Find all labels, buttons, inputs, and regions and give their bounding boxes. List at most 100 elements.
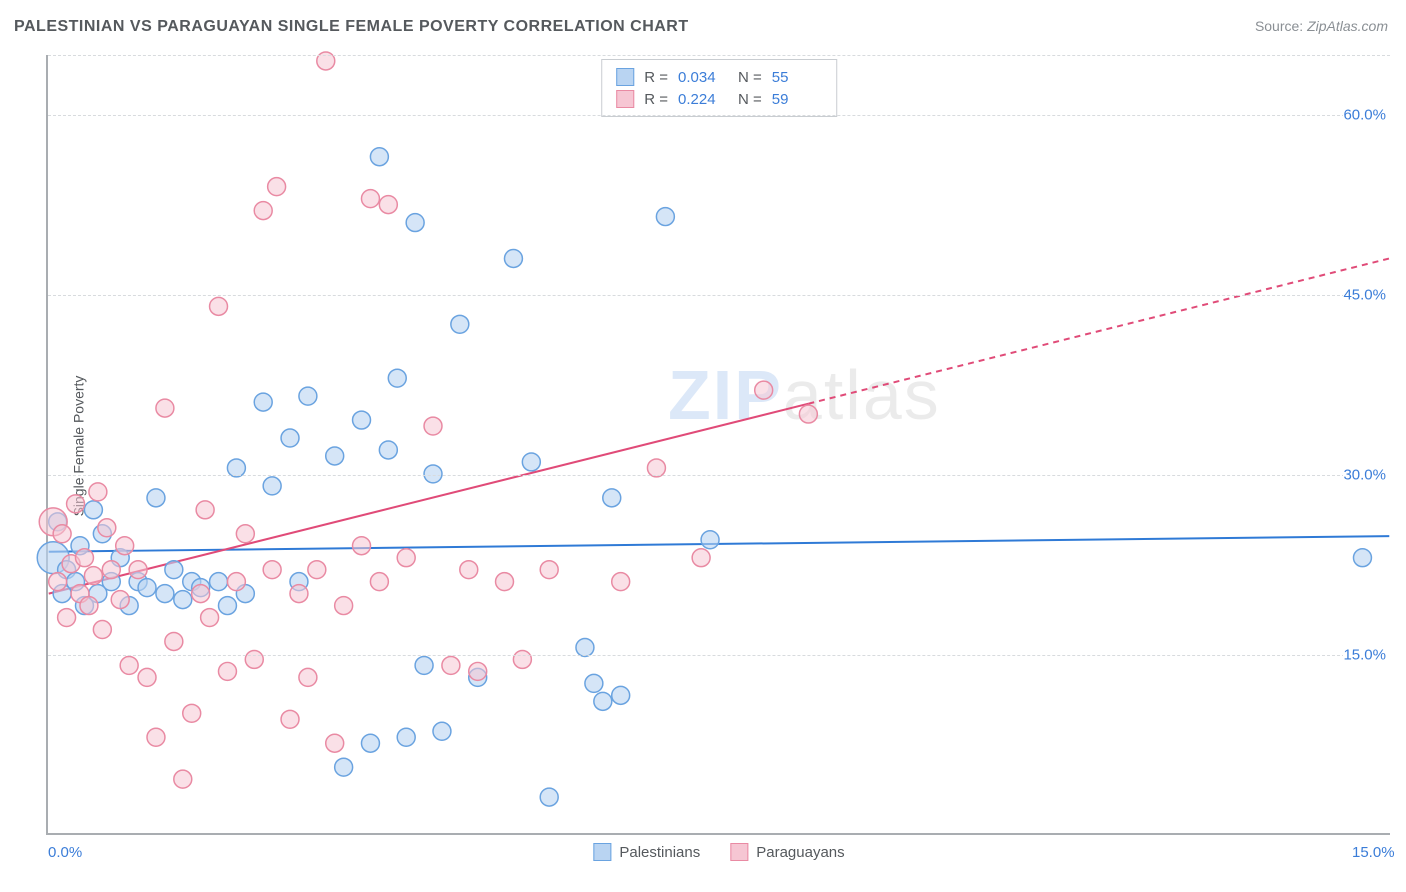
scatter-point-palestinians <box>210 573 228 591</box>
scatter-point-palestinians <box>406 214 424 232</box>
scatter-point-palestinians <box>218 597 236 615</box>
scatter-point-paraguayans <box>236 525 254 543</box>
scatter-point-paraguayans <box>116 537 134 555</box>
scatter-point-palestinians <box>1353 549 1371 567</box>
scatter-point-paraguayans <box>370 573 388 591</box>
gridline <box>48 295 1390 296</box>
scatter-point-paraguayans <box>75 549 93 567</box>
y-tick-label: 30.0% <box>1343 467 1392 484</box>
scatter-point-paraguayans <box>513 650 531 668</box>
scatter-point-palestinians <box>576 639 594 657</box>
scatter-point-paraguayans <box>210 297 228 315</box>
legend-row-palestinians: R = 0.034 N = 55 <box>616 66 822 88</box>
scatter-point-paraguayans <box>111 591 129 609</box>
scatter-point-palestinians <box>504 250 522 268</box>
scatter-point-paraguayans <box>281 710 299 728</box>
legend-correlation: R =0.034N =55R =0.224N =59 <box>601 59 837 117</box>
scatter-point-paraguayans <box>120 656 138 674</box>
gridline <box>48 475 1390 476</box>
scatter-point-palestinians <box>612 686 630 704</box>
scatter-point-paraguayans <box>254 202 272 220</box>
legend-n-value: 55 <box>772 69 822 86</box>
scatter-point-paraguayans <box>67 495 85 513</box>
scatter-point-palestinians <box>451 315 469 333</box>
scatter-point-paraguayans <box>138 668 156 686</box>
scatter-point-palestinians <box>254 393 272 411</box>
scatter-point-palestinians <box>540 788 558 806</box>
scatter-point-paraguayans <box>183 704 201 722</box>
scatter-point-paraguayans <box>245 650 263 668</box>
scatter-point-paraguayans <box>326 734 344 752</box>
scatter-point-paraguayans <box>89 483 107 501</box>
chart-container: PALESTINIAN VS PARAGUAYAN SINGLE FEMALE … <box>0 0 1406 892</box>
legend-n-label: N = <box>738 69 762 86</box>
scatter-point-palestinians <box>263 477 281 495</box>
scatter-point-paraguayans <box>53 525 71 543</box>
gridline <box>48 655 1390 656</box>
legend-n-value: 59 <box>772 91 822 108</box>
scatter-point-paraguayans <box>58 609 76 627</box>
scatter-point-palestinians <box>370 148 388 166</box>
legend-series: Palestinians Paraguayans <box>593 843 844 861</box>
plot-area: ZIPatlas R =0.034N =55R =0.224N =59 Pale… <box>46 55 1390 835</box>
chart-svg <box>48 55 1390 833</box>
legend-series-label: Palestinians <box>619 844 700 861</box>
scatter-point-paraguayans <box>192 585 210 603</box>
scatter-point-paraguayans <box>227 573 245 591</box>
source-label: Source: <box>1255 18 1307 34</box>
scatter-point-paraguayans <box>263 561 281 579</box>
scatter-point-palestinians <box>156 585 174 603</box>
scatter-point-palestinians <box>335 758 353 776</box>
legend-series-label: Paraguayans <box>756 844 844 861</box>
legend-r-label: R = <box>644 69 668 86</box>
scatter-point-palestinians <box>147 489 165 507</box>
scatter-point-palestinians <box>424 465 442 483</box>
legend-item-palestinians: Palestinians <box>593 843 700 861</box>
regression-line-dashed-paraguayans <box>808 258 1389 403</box>
scatter-point-paraguayans <box>49 573 67 591</box>
legend-swatch-paraguayans <box>730 843 748 861</box>
scatter-point-paraguayans <box>84 567 102 585</box>
scatter-point-palestinians <box>397 728 415 746</box>
chart-title: PALESTINIAN VS PARAGUAYAN SINGLE FEMALE … <box>14 18 689 36</box>
scatter-point-paraguayans <box>442 656 460 674</box>
scatter-point-paraguayans <box>460 561 478 579</box>
legend-swatch-palestinians <box>616 68 634 86</box>
scatter-point-palestinians <box>415 656 433 674</box>
gridline <box>48 55 1390 56</box>
scatter-point-palestinians <box>379 441 397 459</box>
scatter-point-palestinians <box>522 453 540 471</box>
scatter-point-paraguayans <box>424 417 442 435</box>
scatter-point-palestinians <box>174 591 192 609</box>
scatter-point-palestinians <box>138 579 156 597</box>
scatter-point-paraguayans <box>397 549 415 567</box>
scatter-point-paraguayans <box>268 178 286 196</box>
scatter-point-palestinians <box>433 722 451 740</box>
x-tick-label: 15.0% <box>1352 844 1395 861</box>
scatter-point-palestinians <box>656 208 674 226</box>
scatter-point-palestinians <box>353 411 371 429</box>
legend-r-label: R = <box>644 91 668 108</box>
scatter-point-paraguayans <box>196 501 214 519</box>
scatter-point-paraguayans <box>540 561 558 579</box>
scatter-point-paraguayans <box>174 770 192 788</box>
legend-item-paraguayans: Paraguayans <box>730 843 844 861</box>
scatter-point-palestinians <box>701 531 719 549</box>
legend-r-value: 0.034 <box>678 69 728 86</box>
x-tick-label: 0.0% <box>48 844 82 861</box>
scatter-point-paraguayans <box>201 609 219 627</box>
scatter-point-paraguayans <box>379 196 397 214</box>
scatter-point-palestinians <box>585 674 603 692</box>
scatter-point-paraguayans <box>156 399 174 417</box>
scatter-point-paraguayans <box>612 573 630 591</box>
scatter-point-paraguayans <box>496 573 514 591</box>
scatter-point-paraguayans <box>353 537 371 555</box>
scatter-point-paraguayans <box>80 597 98 615</box>
scatter-point-paraguayans <box>299 668 317 686</box>
scatter-point-palestinians <box>388 369 406 387</box>
scatter-point-palestinians <box>594 692 612 710</box>
scatter-point-paraguayans <box>165 633 183 651</box>
scatter-point-paraguayans <box>692 549 710 567</box>
scatter-point-paraguayans <box>469 662 487 680</box>
scatter-point-palestinians <box>165 561 183 579</box>
